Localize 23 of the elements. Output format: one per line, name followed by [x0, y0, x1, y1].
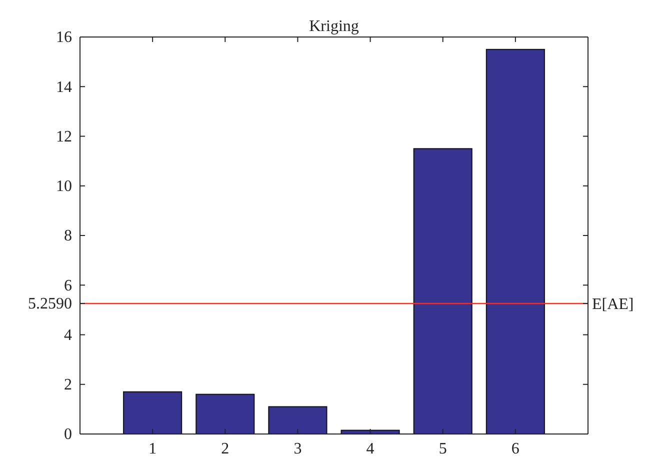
y-tick-label: 0	[64, 426, 72, 444]
bar	[268, 406, 328, 434]
x-tick-label: 5	[438, 440, 447, 458]
y-tick-label: 16	[56, 29, 72, 46]
y-tick-label: 2	[64, 376, 72, 394]
chart-title: Kriging	[309, 18, 359, 35]
y-tick-label: 10	[56, 178, 72, 195]
y-tick-label: 12	[56, 128, 72, 146]
bar	[486, 48, 545, 434]
x-tick-label: 2	[221, 440, 230, 458]
y-tick-label: 14	[56, 78, 72, 96]
bar	[413, 148, 472, 434]
y-tick-label: 6	[64, 277, 72, 294]
ref-line-label: E[AE]	[592, 296, 634, 314]
x-tick-label: 3	[294, 440, 302, 458]
x-tick-label: 1	[148, 440, 157, 458]
y-tick-label: 8	[64, 228, 72, 245]
y-tick-label: 4	[64, 326, 72, 344]
x-tick-label: 6	[511, 440, 520, 458]
x-tick-label: 4	[366, 440, 374, 458]
bar	[123, 391, 182, 434]
y-tick-label: 5.2590	[28, 296, 72, 313]
bar	[196, 394, 255, 434]
